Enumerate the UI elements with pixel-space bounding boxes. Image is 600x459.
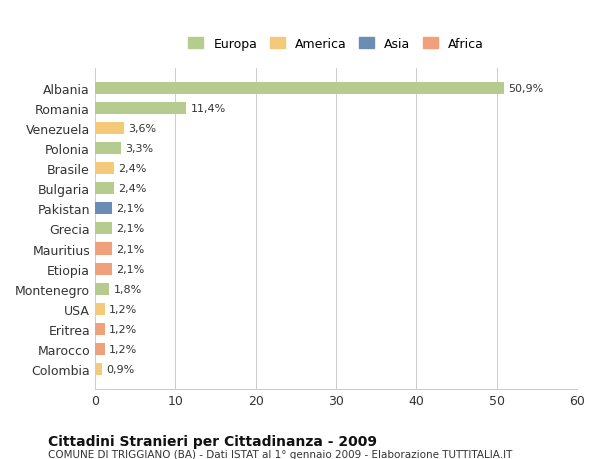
- Bar: [95, 223, 112, 235]
- Bar: [95, 163, 114, 175]
- Text: 50,9%: 50,9%: [508, 84, 543, 94]
- Text: 2,4%: 2,4%: [118, 184, 146, 194]
- Text: 0,9%: 0,9%: [106, 364, 134, 374]
- Text: 1,2%: 1,2%: [109, 324, 137, 334]
- Text: 11,4%: 11,4%: [190, 104, 226, 114]
- Bar: [95, 243, 112, 255]
- Bar: [95, 283, 109, 295]
- Bar: [95, 143, 121, 155]
- Bar: [95, 263, 112, 275]
- Text: 2,4%: 2,4%: [118, 164, 146, 174]
- Text: 3,6%: 3,6%: [128, 124, 156, 134]
- Bar: [95, 303, 104, 315]
- Bar: [95, 83, 504, 95]
- Text: Cittadini Stranieri per Cittadinanza - 2009: Cittadini Stranieri per Cittadinanza - 2…: [48, 434, 377, 448]
- Text: 3,3%: 3,3%: [125, 144, 154, 154]
- Text: 1,2%: 1,2%: [109, 344, 137, 354]
- Bar: [95, 103, 187, 115]
- Text: 1,2%: 1,2%: [109, 304, 137, 314]
- Bar: [95, 183, 114, 195]
- Text: 2,1%: 2,1%: [116, 264, 144, 274]
- Text: 2,1%: 2,1%: [116, 244, 144, 254]
- Text: 1,8%: 1,8%: [113, 284, 142, 294]
- Bar: [95, 343, 104, 355]
- Text: 2,1%: 2,1%: [116, 204, 144, 214]
- Text: 2,1%: 2,1%: [116, 224, 144, 234]
- Bar: [95, 323, 104, 335]
- Text: COMUNE DI TRIGGIANO (BA) - Dati ISTAT al 1° gennaio 2009 - Elaborazione TUTTITAL: COMUNE DI TRIGGIANO (BA) - Dati ISTAT al…: [48, 449, 512, 459]
- Bar: [95, 123, 124, 135]
- Bar: [95, 363, 102, 375]
- Bar: [95, 203, 112, 215]
- Legend: Europa, America, Asia, Africa: Europa, America, Asia, Africa: [184, 33, 488, 56]
